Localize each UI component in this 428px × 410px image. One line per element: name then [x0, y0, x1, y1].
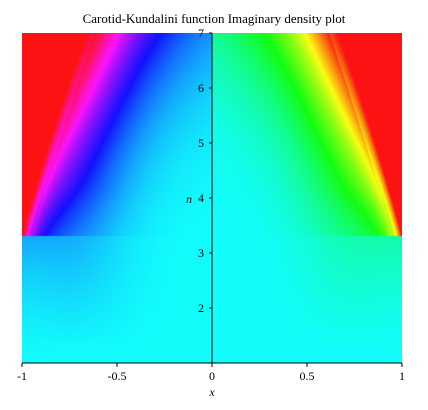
x-tick-label: -1: [17, 369, 27, 383]
y-tick-label: 4: [198, 191, 204, 205]
y-axis-label: n: [186, 192, 192, 206]
y-ticks: 2 3 4 5 6 7: [198, 26, 212, 315]
x-tick-label: 1: [399, 369, 405, 383]
y-tick-label: 7: [198, 26, 204, 40]
x-ticks: -1 -0.5 0 0.5 1: [17, 363, 405, 383]
x-axis-label: x: [208, 385, 215, 399]
chart-title: Carotid-Kundalini function Imaginary den…: [83, 11, 346, 26]
x-tick-label: -0.5: [108, 369, 127, 383]
y-tick-label: 3: [198, 246, 204, 260]
y-tick-label: 2: [198, 301, 204, 315]
x-tick-label: 0: [209, 369, 215, 383]
axes: -1 -0.5 0 0.5 1 2 3 4 5 6 7: [17, 26, 405, 383]
x-tick-label: 0.5: [300, 369, 315, 383]
y-tick-label: 5: [198, 136, 204, 150]
y-tick-label: 6: [198, 81, 204, 95]
